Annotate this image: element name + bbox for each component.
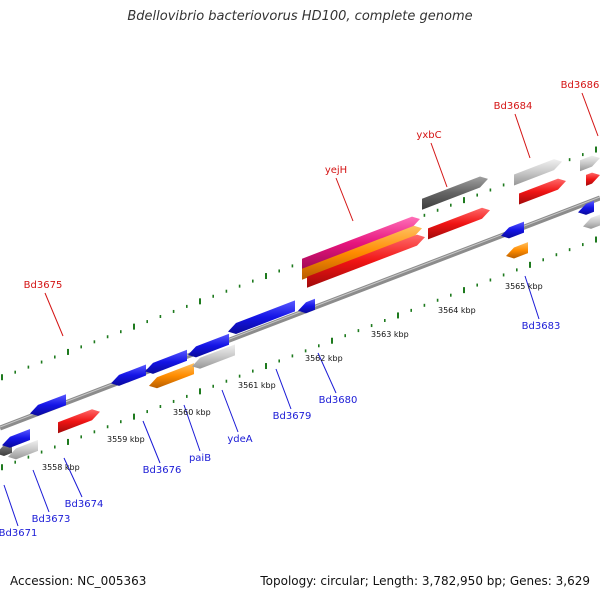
scale-label: 3565 kbp — [505, 282, 543, 291]
label-leader-lines — [3, 92, 599, 527]
gene-yxbc[interactable] — [422, 176, 488, 210]
scale-label: 3562 kbp — [305, 354, 343, 363]
label-leader-line — [44, 292, 64, 337]
gene-bd3686[interactable] — [586, 172, 600, 186]
gene-bd3674[interactable] — [30, 394, 66, 416]
accession-text: Accession: NC_005363 — [10, 574, 147, 588]
label-leader-line — [514, 113, 531, 159]
label-leader-line — [32, 469, 50, 513]
gene-label-bottom[interactable]: Bd3679 — [273, 411, 312, 422]
gene-bd3676[interactable] — [145, 349, 187, 374]
genome-backbone-highlight — [0, 196, 600, 428]
label-leader-line — [142, 420, 161, 464]
scale-label: 3560 kbp — [173, 408, 211, 417]
gene-ydea[interactable] — [192, 344, 235, 369]
map-title: Bdellovibrio bacteriovorus HD100, comple… — [127, 9, 473, 24]
scale-label: 3561 kbp — [238, 381, 276, 390]
gene-label-bottom[interactable]: Bd3676 — [143, 465, 182, 476]
gene-blue-reverse-edge[interactable] — [578, 200, 594, 215]
gene-label-top[interactable]: Bd3675 — [24, 280, 63, 291]
label-leader-line — [3, 484, 19, 527]
label-leader-line — [524, 275, 540, 320]
gene-label-top[interactable]: yejH — [325, 165, 347, 176]
gene-light-gray-reverse-edge[interactable] — [583, 214, 600, 229]
gene-yejh[interactable] — [302, 216, 420, 270]
gene-bd3680[interactable] — [298, 298, 315, 314]
tick-row-bottom — [1, 236, 597, 471]
label-leader-line — [581, 92, 599, 137]
gene-light-gray-forward[interactable] — [514, 159, 562, 186]
genome-backbone — [0, 195, 600, 431]
label-leader-line — [63, 457, 83, 498]
gene-red-forward[interactable] — [307, 234, 425, 288]
gene-label-bottom[interactable]: Bd3680 — [319, 395, 358, 406]
label-leader-line — [221, 389, 239, 433]
gene-label-bottom[interactable]: Bd3683 — [522, 321, 561, 332]
gene-label-bottom[interactable]: paiB — [189, 453, 211, 464]
label-leader-line — [335, 177, 354, 222]
scale-label: 3563 kbp — [371, 330, 409, 339]
gene-orange-forward[interactable] — [302, 225, 422, 280]
scale-label: 3564 kbp — [438, 306, 476, 315]
tick-row-top — [1, 146, 597, 381]
label-leader-line — [317, 352, 337, 394]
gene-bd3679[interactable] — [228, 300, 295, 334]
label-leader-line — [183, 404, 201, 452]
gene-label-top[interactable]: yxbC — [416, 130, 441, 141]
scale-label: 3558 kbp — [42, 463, 80, 472]
gene-paib[interactable] — [149, 363, 194, 389]
gene-features — [0, 155, 600, 460]
gene-light-gray-edge[interactable] — [580, 155, 600, 172]
gene-blue-reverse-3[interactable] — [188, 333, 229, 358]
gene-bd3673[interactable] — [8, 439, 38, 460]
gene-label-bottom[interactable]: Bd3674 — [65, 499, 104, 510]
label-leader-line — [430, 142, 448, 188]
scale-label: 3559 kbp — [107, 435, 145, 444]
gene-label-bottom[interactable]: Bd3671 — [0, 528, 37, 539]
gene-orange-reverse[interactable] — [506, 242, 528, 259]
gene-blue-reverse-2[interactable] — [111, 364, 146, 386]
gene-bd3684[interactable] — [519, 178, 566, 205]
label-leader-line — [275, 368, 292, 410]
gene-label-top[interactable]: Bd3684 — [494, 101, 533, 112]
gene-label-bottom[interactable]: ydeA — [227, 434, 252, 445]
gene-bd3675[interactable] — [58, 409, 100, 434]
gene-bd3683[interactable] — [501, 221, 524, 239]
gene-label-bottom[interactable]: Bd3673 — [32, 514, 71, 525]
gene-blue-reverse-1[interactable] — [2, 429, 30, 448]
genome-summary-text: Topology: circular; Length: 3,782,950 bp… — [260, 574, 590, 588]
gene-red-forward-2[interactable] — [428, 207, 490, 240]
gene-label-top[interactable]: Bd3686 — [561, 80, 600, 91]
